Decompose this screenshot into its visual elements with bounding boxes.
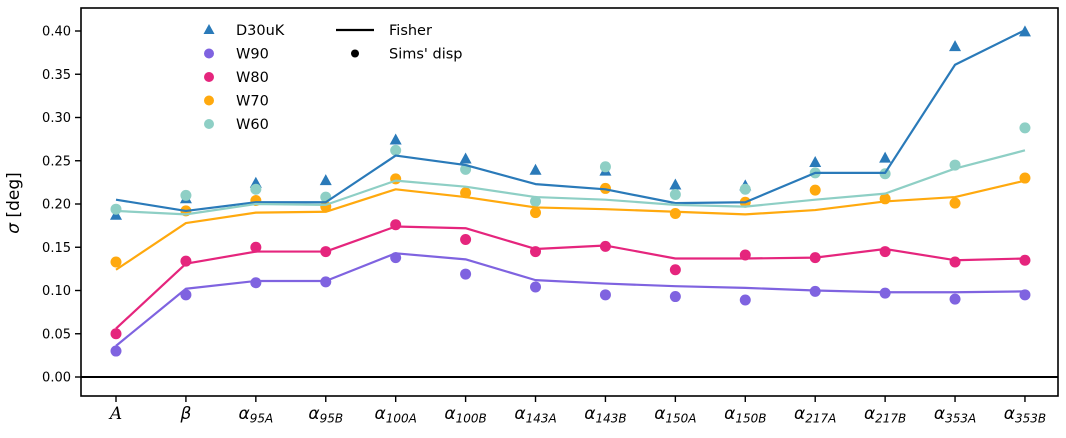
data-point-circle xyxy=(390,144,402,156)
legend-label: D30uK xyxy=(236,23,285,39)
series-W80-fisher-line xyxy=(115,225,1025,330)
data-point-triangle xyxy=(669,178,682,190)
data-point-circle xyxy=(250,241,262,253)
legend-marker-circle xyxy=(204,72,214,82)
data-point-circle xyxy=(530,281,542,293)
axes-spines xyxy=(80,7,1059,397)
data-point-circle xyxy=(1019,254,1031,266)
legend-marker-triangle xyxy=(203,24,215,34)
y-tick-label: 0.30 xyxy=(42,111,71,126)
y-tick-label: 0.35 xyxy=(42,68,71,83)
legend-sims-dot xyxy=(351,49,359,58)
data-point-circle xyxy=(110,328,122,340)
series-W80-points xyxy=(110,219,1031,340)
data-point-circle xyxy=(809,184,821,196)
data-point-circle xyxy=(949,293,961,305)
legend: D30uK W90 W80 W70 W60 Fisher Sims' disp xyxy=(203,23,463,133)
x-tick-label: α217A xyxy=(794,404,836,426)
data-point-triangle xyxy=(529,163,542,175)
y-tick-label: 0.40 xyxy=(42,25,71,40)
data-point-circle xyxy=(599,161,611,173)
x-tick-label: α95B xyxy=(308,404,343,426)
y-tick-label: 0.20 xyxy=(42,198,71,213)
data-point-circle xyxy=(110,256,122,268)
data-point-triangle xyxy=(949,40,962,52)
x-tick-label: α100B xyxy=(444,404,486,426)
x-tick-label: A xyxy=(108,404,122,424)
data-point-triangle xyxy=(809,155,822,167)
data-point-circle xyxy=(460,187,472,199)
data-point-circle xyxy=(669,264,681,276)
legend-item-W70: W70 xyxy=(204,94,269,110)
x-tick-label: α95A xyxy=(238,404,273,426)
y-tick-label: 0.05 xyxy=(42,327,71,342)
legend-label: W80 xyxy=(236,70,269,86)
data-point-triangle xyxy=(879,151,892,163)
data-point-triangle xyxy=(389,133,402,145)
legend-marker-circle xyxy=(204,95,214,106)
legend-label: W70 xyxy=(236,94,269,110)
x-tick-label: α353B xyxy=(1004,404,1046,426)
series-W60-fisher-line xyxy=(115,149,1026,216)
legend-item-sims-disp: Sims' disp xyxy=(351,47,463,63)
legend-label: Fisher xyxy=(389,23,432,39)
legend-item-D30uK: D30uK xyxy=(203,23,285,39)
x-tick-label: α143A xyxy=(514,404,556,426)
data-point-circle xyxy=(530,207,542,219)
y-tick-label: 0.15 xyxy=(42,241,71,256)
data-point-circle xyxy=(110,203,122,215)
y-axis: 0.00 0.05 0.10 0.15 0.20 0.25 0.30 0.35 0.40 xyxy=(42,25,81,386)
y-axis-label: σ [deg] xyxy=(4,172,24,234)
data-point-triangle xyxy=(459,152,472,164)
data-point-circle xyxy=(530,195,542,207)
legend-marker-circle xyxy=(204,119,214,129)
legend-label: W60 xyxy=(236,117,269,133)
data-point-circle xyxy=(1019,122,1031,134)
data-point-triangle xyxy=(319,174,332,186)
y-tick-label: 0.25 xyxy=(42,154,71,169)
x-tick-label: α143B xyxy=(584,404,626,426)
x-tick-label: α150B xyxy=(724,404,766,426)
legend-label: W90 xyxy=(236,47,269,63)
data-point-circle xyxy=(110,345,122,357)
data-point-circle xyxy=(460,233,472,245)
series-W90-fisher-line xyxy=(115,252,1025,347)
data-point-circle xyxy=(949,256,961,268)
data-point-circle xyxy=(460,268,472,280)
x-tick-label: α217B xyxy=(864,404,906,426)
legend-label: Sims' disp xyxy=(389,47,463,63)
data-point-circle xyxy=(180,189,192,201)
data-point-circle xyxy=(250,183,262,195)
x-tick-label: β xyxy=(179,404,191,424)
data-point-circle xyxy=(250,277,262,289)
data-point-circle xyxy=(599,289,611,301)
x-tick-label: α100A xyxy=(375,404,417,426)
legend-item-W60: W60 xyxy=(204,117,269,133)
y-tick-label: 0.00 xyxy=(42,371,71,386)
legend-marker-circle xyxy=(204,48,214,59)
x-tick-label: α353A xyxy=(934,404,976,426)
data-point-circle xyxy=(669,208,681,220)
y-tick-label: 0.10 xyxy=(42,284,71,299)
x-tick-label: α150A xyxy=(654,404,696,426)
series-W70-fisher-line xyxy=(115,179,1026,271)
data-point-circle xyxy=(949,197,961,209)
data-point-circle xyxy=(669,291,681,303)
series-D30uK-fisher-line xyxy=(115,29,1026,213)
legend-item-W90: W90 xyxy=(204,47,269,63)
data-point-circle xyxy=(879,246,891,258)
data-point-circle xyxy=(669,188,681,200)
legend-item-fisher: Fisher xyxy=(336,23,432,39)
data-point-circle xyxy=(739,183,751,195)
data-point-circle xyxy=(739,294,751,306)
legend-item-W80: W80 xyxy=(204,70,269,86)
